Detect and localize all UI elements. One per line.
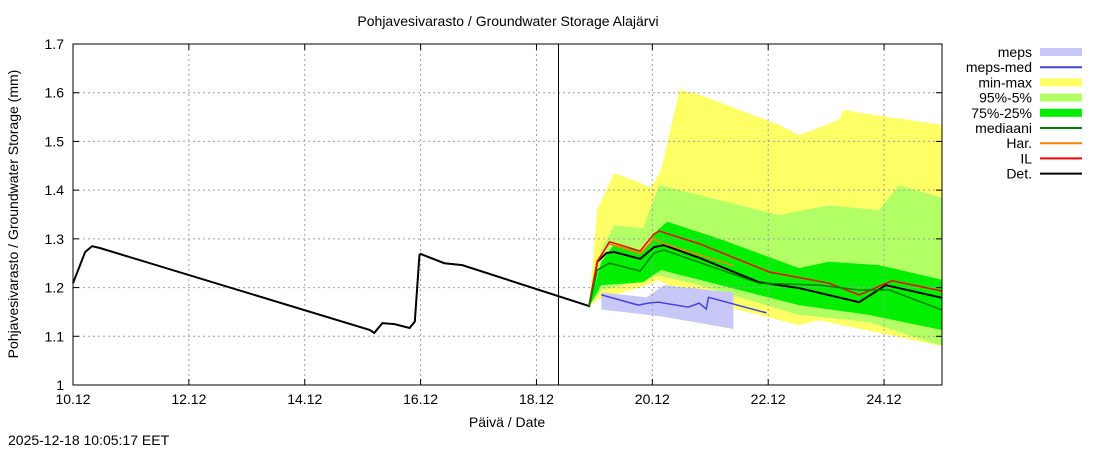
- x-tick-label: 22.12: [751, 391, 786, 407]
- legend-swatch: [1040, 93, 1082, 102]
- band-75-25-: [589, 221, 942, 330]
- chart-title: Pohjavesivarasto / Groundwater Storage A…: [357, 13, 658, 29]
- x-tick-label: 16.12: [403, 391, 438, 407]
- legend-label: Har.: [1006, 135, 1032, 151]
- legend-label: IL: [1020, 150, 1032, 166]
- series-mediaani: [588, 249, 943, 311]
- y-tick-label: 1.3: [45, 231, 65, 247]
- x-tick-label: 10.12: [55, 391, 90, 407]
- legend-swatch: [1040, 48, 1082, 56]
- y-axis-label: Pohjavesivarasto / Groundwater Storage (…: [5, 70, 21, 359]
- timestamp: 2025-12-18 10:05:17 EET: [8, 432, 170, 448]
- x-axis-label: Päivä / Date: [469, 414, 545, 430]
- legend-label: min-max: [978, 74, 1032, 90]
- legend-label: Det.: [1006, 166, 1032, 182]
- series-il: [588, 230, 943, 307]
- y-tick-label: 1: [56, 377, 64, 393]
- x-tick-label: 12.12: [171, 391, 206, 407]
- legend-label: 95%-5%: [979, 90, 1032, 106]
- y-tick-label: 1.4: [45, 182, 65, 198]
- legend-swatch: [1040, 108, 1082, 117]
- x-tick-label: 18.12: [519, 391, 554, 407]
- y-tick-label: 1.7: [45, 36, 65, 52]
- band-meps: [601, 285, 734, 329]
- legend-swatch: [1040, 78, 1082, 87]
- y-tick-label: 1.1: [45, 328, 65, 344]
- x-tick-label: 24.12: [867, 391, 902, 407]
- y-tick-label: 1.6: [45, 85, 65, 101]
- x-tick-label: 14.12: [287, 391, 322, 407]
- legend-label: 75%-25%: [971, 105, 1032, 121]
- legend-label: meps-med: [966, 59, 1032, 75]
- series-det-: [72, 244, 943, 335]
- series-meps-med: [601, 294, 767, 314]
- legend-label: meps: [998, 44, 1032, 60]
- y-tick-label: 1.2: [45, 280, 65, 296]
- x-tick-label: 20.12: [635, 391, 670, 407]
- plot-frame: [72, 43, 943, 386]
- y-tick-label: 1.5: [45, 133, 65, 149]
- legend-label: mediaani: [975, 120, 1032, 136]
